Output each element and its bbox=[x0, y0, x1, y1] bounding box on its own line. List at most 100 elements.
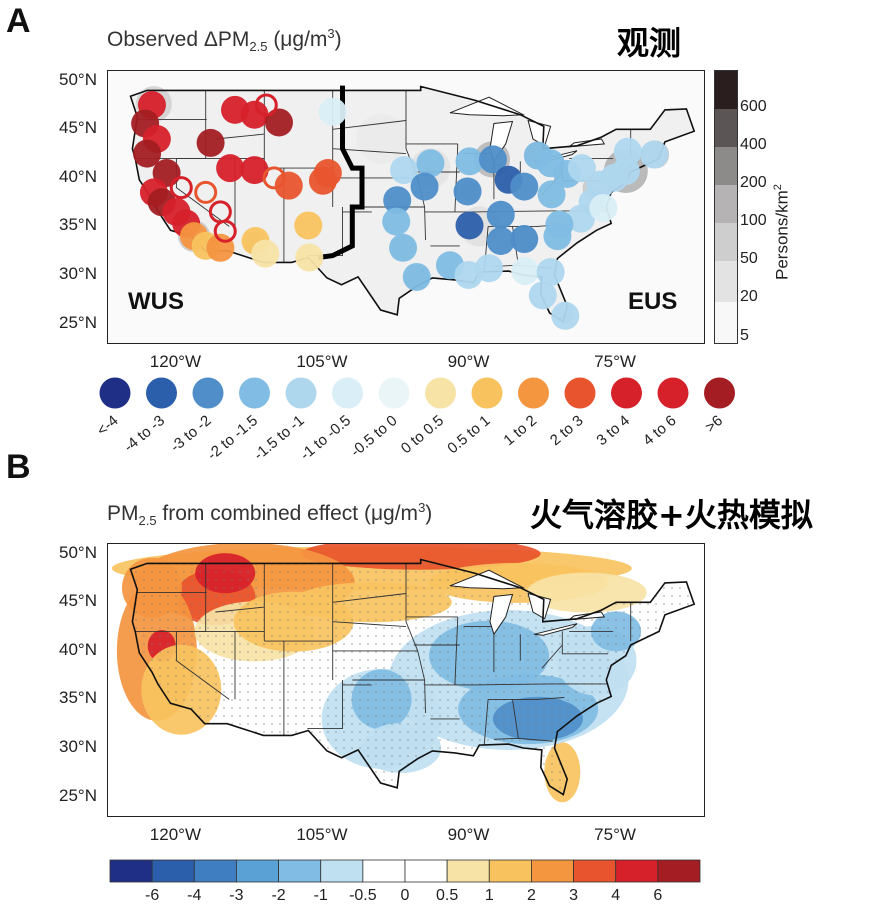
state-border bbox=[493, 737, 553, 742]
great-lake bbox=[489, 593, 514, 636]
panel-a-xtick-75: 75°W bbox=[594, 352, 636, 371]
density-tick: 200 bbox=[740, 174, 767, 192]
panel-b-ytick-40: 40°N bbox=[59, 639, 97, 659]
observation-site bbox=[510, 172, 539, 201]
observation-site bbox=[567, 154, 596, 183]
panel-b-ytick-25: 25°N bbox=[59, 785, 97, 805]
panel-a-chinese-title: 观测 bbox=[617, 24, 682, 62]
legend-label: -0.5 to 0 bbox=[347, 412, 400, 460]
density-tick: 600 bbox=[740, 98, 767, 116]
colorbar-segment bbox=[531, 859, 574, 883]
panel-a-letter: A bbox=[6, 2, 31, 40]
legend-label: 0.5 to 1 bbox=[444, 412, 493, 457]
state-border bbox=[483, 699, 489, 746]
panel-b-xtick-120: 120°W bbox=[149, 825, 201, 844]
panel-a-map-svg: WUS EUS bbox=[128, 85, 696, 330]
observation-site bbox=[389, 233, 418, 262]
panel-b-letter: B bbox=[6, 448, 31, 486]
observation-site bbox=[589, 193, 618, 222]
density-tick: 5 bbox=[740, 326, 749, 344]
legend-label: 3 to 4 bbox=[593, 412, 633, 449]
colorbar-tick: -3 bbox=[229, 887, 243, 904]
legend-swatch bbox=[611, 377, 642, 409]
panel-a-ytick-40: 40°N bbox=[59, 166, 97, 186]
observation-site bbox=[251, 239, 280, 268]
density-tick: 100 bbox=[740, 212, 767, 230]
observation-site bbox=[410, 172, 439, 201]
observation-site bbox=[206, 233, 235, 262]
panel-b-colorbar: -6 -4 -3 -2 -1 -0.5 0 0.5 1 2 3 4 6 bbox=[109, 859, 701, 904]
great-lake bbox=[449, 96, 526, 117]
observation-site bbox=[486, 227, 515, 255]
observation-site-ring bbox=[254, 93, 278, 117]
legend-swatch bbox=[285, 377, 317, 409]
observation-site bbox=[274, 171, 303, 200]
panel-a-xtick-105: 105°W bbox=[296, 352, 348, 371]
panel-a-ytick-50: 50°N bbox=[59, 69, 97, 89]
observation-site bbox=[511, 257, 540, 286]
colorbar-tick: 0 bbox=[401, 887, 410, 904]
observation-site-ring bbox=[169, 176, 193, 200]
panel-a-ytick-30: 30°N bbox=[59, 264, 97, 283]
panel-b-xtick-105: 105°W bbox=[296, 825, 348, 844]
observation-site bbox=[294, 211, 323, 240]
panel-a-legend: <-4 -4 to -3 -3 to -2-2 to -1.5-1.5 to -1-… bbox=[94, 377, 735, 464]
observation-site bbox=[486, 200, 515, 229]
state-border bbox=[561, 631, 609, 655]
colorbar-tick: 6 bbox=[653, 887, 662, 904]
legend-label: -2 to -1.5 bbox=[204, 412, 261, 464]
great-lake bbox=[533, 623, 578, 636]
observation-site bbox=[402, 262, 431, 291]
observation-site bbox=[510, 225, 539, 254]
colorbar-tick: 4 bbox=[611, 887, 620, 904]
legend-label: <-4 bbox=[94, 412, 122, 439]
colorbar-tick: -4 bbox=[187, 887, 201, 904]
colorbar-segment bbox=[488, 859, 532, 883]
panel-a-title: Observed ΔPM2.5 (μg/m3) bbox=[107, 26, 342, 55]
panel-b-xtick-90: 90°W bbox=[447, 825, 490, 844]
colorbar-segment bbox=[151, 859, 195, 883]
legend-swatch bbox=[239, 377, 270, 409]
state-border bbox=[307, 680, 343, 730]
observation-site bbox=[640, 140, 669, 169]
state-border bbox=[536, 697, 565, 700]
legend-swatch bbox=[378, 377, 410, 409]
density-tick: 20 bbox=[740, 288, 758, 306]
colorbar-segment bbox=[615, 859, 659, 883]
legend-swatch bbox=[425, 377, 456, 409]
observation-site bbox=[453, 177, 482, 206]
observation-site bbox=[295, 243, 324, 272]
panel-a-map: WUS EUS bbox=[107, 70, 705, 344]
density-tick: 400 bbox=[740, 136, 767, 154]
panel-a-ytick-25: 25°N bbox=[59, 312, 97, 332]
panel-b-ytick-45: 45°N bbox=[59, 591, 97, 611]
observation-site bbox=[196, 128, 225, 157]
observation-site bbox=[537, 180, 566, 209]
panel-b-xtick-75: 75°W bbox=[594, 825, 636, 844]
region-label-wus: WUS bbox=[128, 288, 184, 315]
panel-b-chinese-title: 火气溶胶+火热模拟 bbox=[530, 496, 813, 534]
panel-b-ytick-30: 30°N bbox=[59, 737, 97, 756]
observation-site bbox=[313, 159, 342, 187]
state-border bbox=[332, 593, 407, 603]
colorbar-segment bbox=[657, 859, 701, 883]
colorbar-tick: 3 bbox=[569, 887, 578, 904]
colorbar-tick: -6 bbox=[145, 887, 159, 904]
state-border bbox=[541, 644, 563, 669]
legend-label: -4 to -3 bbox=[121, 412, 168, 456]
great-lake bbox=[449, 569, 526, 590]
panel-a-xtick-90: 90°W bbox=[447, 352, 490, 371]
observation-site bbox=[240, 100, 269, 129]
legend-swatch bbox=[518, 377, 549, 409]
observation-site bbox=[416, 149, 445, 178]
state-border bbox=[405, 563, 426, 714]
wus-eus-divider bbox=[317, 85, 365, 260]
observation-site bbox=[536, 258, 565, 287]
great-lake bbox=[527, 592, 552, 620]
observation-site-ring bbox=[213, 219, 237, 243]
panel-b-ytick-35: 35°N bbox=[59, 688, 97, 708]
observation-site bbox=[455, 211, 484, 240]
legend-label: 1 to 2 bbox=[500, 412, 540, 449]
colorbar-segment bbox=[278, 859, 322, 883]
legend-label: -1 to -0.5 bbox=[297, 412, 354, 464]
